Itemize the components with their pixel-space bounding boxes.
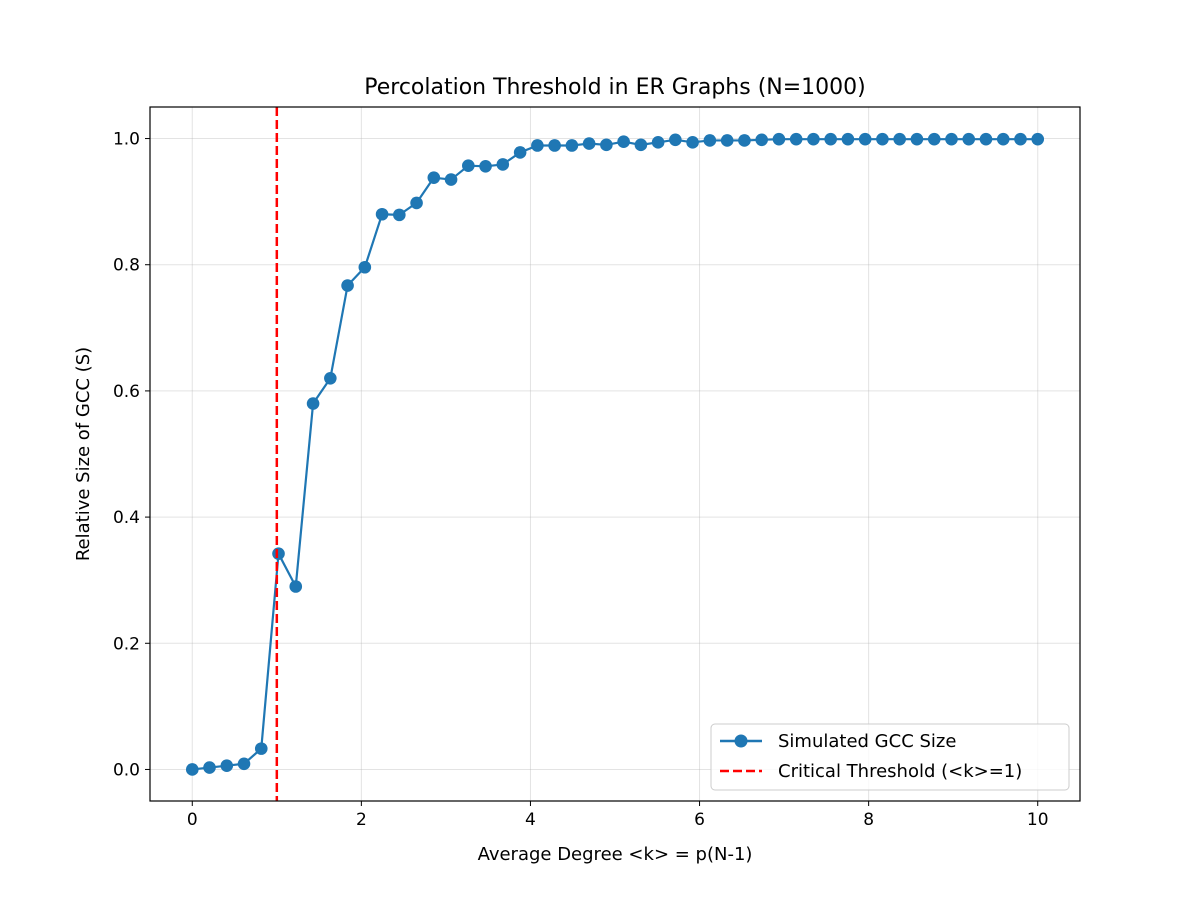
legend: Simulated GCC Size Critical Threshold (<… xyxy=(710,723,1070,791)
legend-box xyxy=(710,723,1070,791)
y-tick-label-1: 0.2 xyxy=(113,634,140,654)
data-point xyxy=(444,173,458,186)
data-point xyxy=(393,208,406,222)
data-point xyxy=(876,132,889,146)
data-point xyxy=(634,138,648,152)
data-point xyxy=(289,580,303,593)
data-point xyxy=(927,132,941,146)
data-point xyxy=(1031,132,1045,146)
x-tick-label-0: 0 xyxy=(187,810,198,830)
data-point xyxy=(220,759,234,772)
legend-label-simulated: Simulated GCC Size xyxy=(778,731,956,752)
data-point xyxy=(496,158,510,171)
data-point xyxy=(548,139,561,152)
data-point xyxy=(324,371,337,385)
data-point xyxy=(513,146,527,159)
y-axis-label: Relative Size of GCC (S) xyxy=(73,347,94,561)
data-point xyxy=(669,133,682,147)
data-point xyxy=(841,132,855,146)
data-point xyxy=(427,171,441,184)
data-point xyxy=(203,761,216,774)
data-point xyxy=(996,132,1010,146)
data-point xyxy=(893,132,906,146)
data-point xyxy=(272,547,285,560)
data-point xyxy=(617,135,630,148)
data-point xyxy=(738,134,751,147)
data-point xyxy=(703,134,717,147)
data-point xyxy=(531,139,544,152)
data-point xyxy=(565,139,579,152)
data-point xyxy=(358,260,372,274)
data-point xyxy=(755,133,768,147)
legend-marker-swatch xyxy=(734,734,748,748)
data-point xyxy=(341,279,354,292)
plot-area: 0 2 4 6 8 10 0.0 0.2 0.4 0.6 0.8 1.0 xyxy=(113,106,1081,830)
data-point xyxy=(807,132,820,146)
data-point xyxy=(410,196,423,210)
x-tick-label-2: 4 xyxy=(525,810,536,830)
x-axis-label: Average Degree <k> = p(N-1) xyxy=(478,844,753,865)
data-point xyxy=(375,207,389,221)
legend-label-threshold: Critical Threshold (<k>=1) xyxy=(778,761,1022,782)
data-point xyxy=(962,132,976,146)
data-point xyxy=(651,136,665,149)
axes-frame xyxy=(149,106,1081,802)
data-point xyxy=(306,397,320,410)
x-tick-label-4: 8 xyxy=(863,810,874,830)
data-point xyxy=(910,132,924,146)
data-point xyxy=(582,137,596,150)
data-point xyxy=(600,138,613,152)
data-point xyxy=(789,132,803,146)
data-point xyxy=(1014,132,1027,146)
chart-title: Percolation Threshold in ER Graphs (N=10… xyxy=(364,75,866,100)
y-tick-label-2: 0.4 xyxy=(113,508,140,528)
data-point xyxy=(720,134,734,147)
y-tick-label-3: 0.6 xyxy=(113,382,140,402)
data-point xyxy=(772,132,786,146)
data-point xyxy=(945,132,958,146)
y-tick-label-5: 1.0 xyxy=(113,130,140,150)
y-tick-label-0: 0.0 xyxy=(113,760,140,780)
x-tick-label-1: 2 xyxy=(356,810,367,830)
data-point xyxy=(237,757,251,771)
data-point xyxy=(824,132,837,146)
data-point xyxy=(979,132,993,146)
data-point xyxy=(858,132,872,146)
data-point xyxy=(185,763,199,776)
y-tick-label-4: 0.8 xyxy=(113,256,140,276)
data-point xyxy=(254,742,268,755)
data-point xyxy=(462,159,475,172)
x-tick-label-5: 10 xyxy=(1027,810,1049,830)
x-tick-label-3: 6 xyxy=(694,810,705,830)
data-point xyxy=(686,136,699,149)
data-point xyxy=(479,160,492,173)
